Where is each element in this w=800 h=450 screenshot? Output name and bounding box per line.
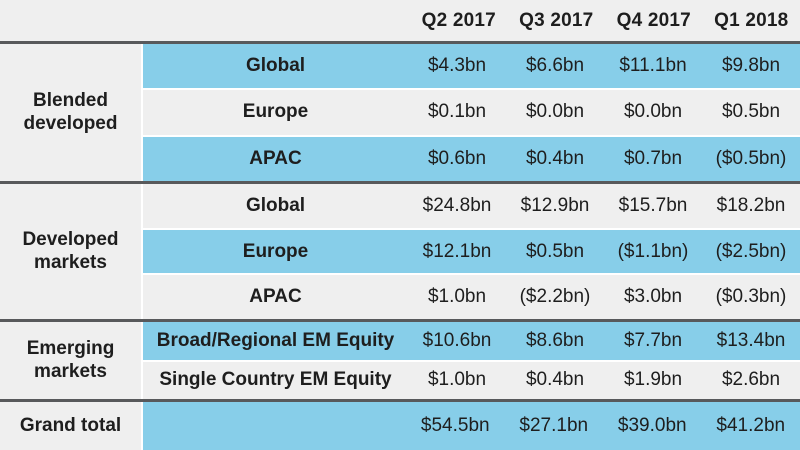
row-label: Europe: [242, 240, 309, 262]
value-cell: $8.6bn: [525, 329, 585, 351]
value-cell: $9.8bn: [721, 55, 781, 77]
value-cell: $12.1bn: [422, 240, 492, 262]
group-label: Emerging markets: [0, 322, 141, 399]
value-cell: $18.2bn: [716, 194, 786, 216]
value-cell: $0.5bn: [525, 240, 585, 262]
group-label: Developed markets: [0, 184, 141, 319]
row-label: Global: [245, 194, 306, 216]
table-row: Europe $0.1bn $0.0bn $0.0bn $0.5bn: [143, 90, 800, 135]
row-label: Global: [245, 55, 306, 77]
grand-total-value: $39.0bn: [617, 415, 687, 436]
row-label: APAC: [249, 147, 302, 169]
row-label: Broad/Regional EM Equity: [156, 329, 395, 351]
value-cell: ($2.2bn): [519, 286, 591, 308]
grand-total-row: Grand total $54.5bn $27.1bn $39.0bn $41.…: [0, 402, 800, 450]
value-cell: ($0.3bn): [715, 286, 787, 308]
column-header-q4-2017: Q4 2017: [616, 9, 691, 31]
grand-total-value: $27.1bn: [519, 415, 589, 436]
row-label: Single Country EM Equity: [159, 369, 392, 391]
grand-total-value: $41.2bn: [716, 415, 786, 436]
group-emerging-markets: Emerging markets Broad/Regional EM Equit…: [0, 322, 800, 402]
table-row: Single Country EM Equity $1.0bn $0.4bn $…: [143, 361, 800, 399]
value-cell: $6.6bn: [525, 55, 585, 77]
column-header-q1-2018: Q1 2018: [714, 9, 789, 31]
value-cell: $12.9bn: [520, 194, 590, 216]
table-row: APAC $0.6bn $0.4bn $0.7bn ($0.5bn): [143, 136, 800, 181]
value-cell: $4.3bn: [427, 55, 487, 77]
grand-total-label: Grand total: [0, 402, 141, 450]
table-row: APAC $1.0bn ($2.2bn) $3.0bn ($0.3bn): [143, 275, 800, 320]
value-cell: $0.6bn: [427, 147, 487, 169]
value-cell: $0.4bn: [525, 147, 585, 169]
value-cell: $0.4bn: [525, 369, 585, 391]
value-cell: $0.5bn: [721, 101, 781, 123]
value-cell: $3.0bn: [623, 286, 683, 308]
group-rows: Broad/Regional EM Equity $10.6bn $8.6bn …: [143, 322, 800, 399]
value-cell: $0.1bn: [427, 101, 487, 123]
row-label: APAC: [249, 286, 302, 308]
group-rows: Global $4.3bn $6.6bn $11.1bn $9.8bn Euro…: [143, 44, 800, 181]
group-rows: Global $24.8bn $12.9bn $15.7bn $18.2bn E…: [143, 184, 800, 320]
value-cell: $7.7bn: [623, 329, 683, 351]
table-row: Europe $12.1bn $0.5bn ($1.1bn) ($2.5bn): [143, 229, 800, 274]
group-label: Blended developed: [0, 44, 141, 181]
value-cell: $10.6bn: [422, 329, 492, 351]
value-cell: $0.0bn: [525, 101, 585, 123]
value-cell: ($2.5bn): [715, 240, 787, 262]
value-cell: $2.6bn: [721, 369, 781, 391]
value-cell: $24.8bn: [422, 194, 492, 216]
value-cell: $15.7bn: [618, 194, 688, 216]
table-row: Global $24.8bn $12.9bn $15.7bn $18.2bn: [143, 184, 800, 228]
grand-total-value: $54.5bn: [420, 415, 490, 436]
column-header-q3-2017: Q3 2017: [519, 9, 594, 31]
group-developed-markets: Developed markets Global $24.8bn $12.9bn…: [0, 184, 800, 322]
value-cell: $1.9bn: [623, 369, 683, 391]
value-cell: $1.0bn: [427, 286, 487, 308]
value-cell: $13.4bn: [716, 329, 786, 351]
value-cell: ($1.1bn): [617, 240, 689, 262]
group-blended-developed: Blended developed Global $4.3bn $6.6bn $…: [0, 44, 800, 184]
column-header-q2-2017: Q2 2017: [421, 9, 496, 31]
table-row: Global $4.3bn $6.6bn $11.1bn $9.8bn: [143, 44, 800, 89]
grand-total-band: $54.5bn $27.1bn $39.0bn $41.2bn: [143, 402, 800, 450]
value-cell: $0.7bn: [623, 147, 683, 169]
value-cell: $0.0bn: [623, 101, 683, 123]
row-label: Europe: [242, 101, 309, 123]
value-cell: $1.0bn: [427, 369, 487, 391]
value-cell: ($0.5bn): [715, 147, 787, 169]
value-cell: $11.1bn: [619, 55, 687, 77]
table-row: Broad/Regional EM Equity $10.6bn $8.6bn …: [143, 322, 800, 360]
table-header-row: Q2 2017 Q3 2017 Q4 2017 Q1 2018: [0, 0, 800, 44]
